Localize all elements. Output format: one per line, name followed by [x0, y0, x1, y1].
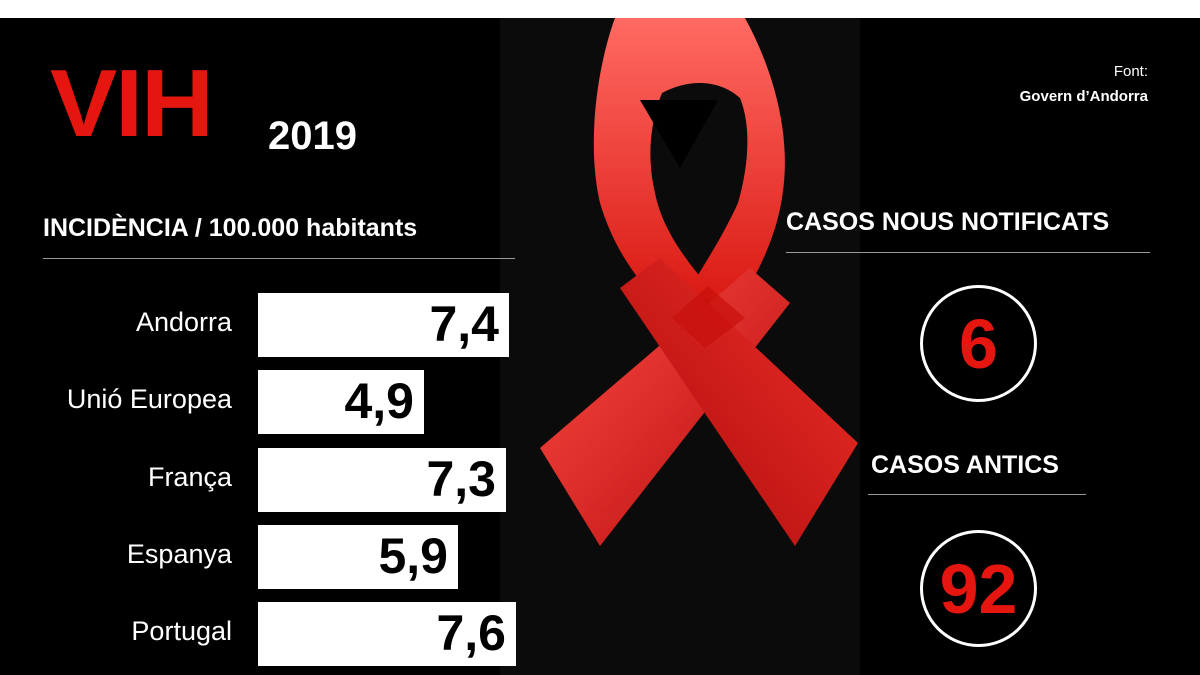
bar-value-label: 7,4: [429, 296, 499, 352]
divider: [868, 494, 1086, 495]
chart-year: 2019: [268, 114, 357, 158]
bar-row: Portugal 7,6: [0, 602, 560, 666]
old-cases-value: 92: [939, 549, 1018, 628]
old-cases-title: CASOS ANTICS: [871, 451, 1059, 479]
bar: 4,9: [258, 370, 424, 434]
bar: 5,9: [258, 525, 458, 589]
bar-row: França 7,3: [0, 448, 560, 512]
chart-title: VIH: [50, 50, 214, 157]
bar: 7,4: [258, 293, 509, 357]
bar-category-label: Espanya: [126, 539, 232, 569]
bar-row: Espanya 5,9: [0, 525, 560, 589]
bar-row: Unió Europea 4,9: [0, 370, 560, 434]
bar-row: Andorra 7,4: [0, 293, 560, 357]
infographic: VIH 2019 Font: Govern d’Andorra INCIDÈNC…: [0, 18, 1200, 675]
bar-value-label: 4,9: [344, 373, 414, 429]
source-label: Font:: [1113, 63, 1148, 80]
new-cases-title: CASOS NOUS NOTIFICATS: [786, 208, 1110, 236]
source-name: Govern d’Andorra: [1019, 88, 1148, 105]
new-cases-value: 6: [959, 304, 998, 383]
bar-category-label: Portugal: [131, 616, 232, 646]
incidence-header: INCIDÈNCIA / 100.000 habitants: [43, 214, 418, 242]
divider: [43, 258, 515, 259]
new-cases-circle: 6: [920, 285, 1037, 402]
bar-chart: Andorra 7,4 Unió Europea 4,9 França 7,3 Espany…: [0, 18, 560, 675]
bar-category-label: França: [147, 462, 232, 492]
bar-category-label: Unió Europea: [66, 384, 232, 414]
old-cases-circle: 92: [920, 530, 1037, 647]
bar: 7,3: [258, 448, 506, 512]
bar-category-label: Andorra: [135, 307, 232, 337]
bar-value-label: 5,9: [378, 528, 448, 584]
red-ribbon-icon: [500, 18, 860, 675]
bar-value-label: 7,3: [426, 451, 496, 507]
divider: [786, 252, 1150, 253]
bar: 7,6: [258, 602, 516, 666]
bar-value-label: 7,6: [436, 605, 506, 661]
